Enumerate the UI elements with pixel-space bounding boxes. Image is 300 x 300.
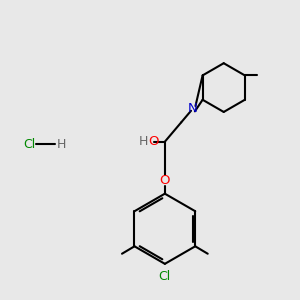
Text: Cl: Cl bbox=[23, 138, 36, 151]
Text: H: H bbox=[139, 135, 148, 148]
Text: H: H bbox=[57, 138, 66, 151]
Text: N: N bbox=[188, 103, 197, 116]
Text: O: O bbox=[160, 174, 170, 187]
Text: Cl: Cl bbox=[159, 270, 171, 284]
Text: O: O bbox=[148, 135, 158, 148]
